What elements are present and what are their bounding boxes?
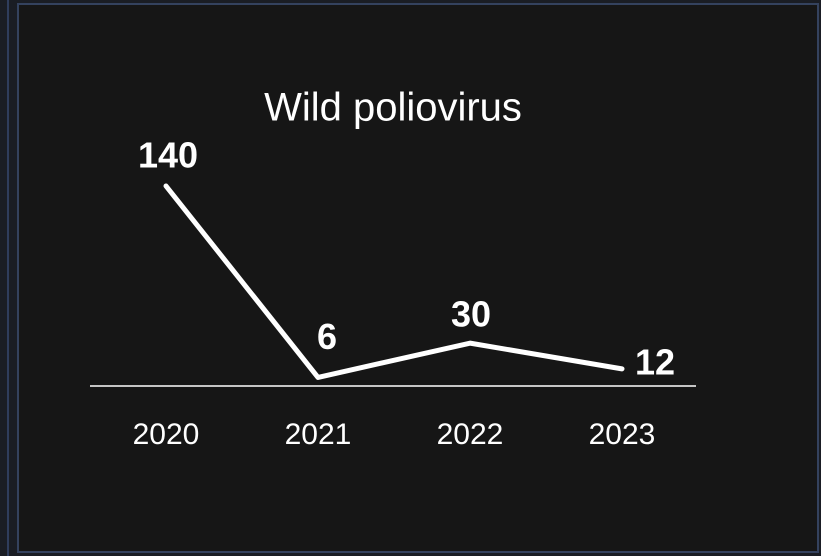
x-tick-label: 2020: [133, 418, 200, 451]
x-tick-label: 2023: [589, 418, 656, 451]
line: [163, 183, 625, 380]
data-label: 6: [317, 316, 337, 357]
data-label: 30: [451, 294, 491, 335]
chart-title: Wild poliovirus: [264, 86, 522, 130]
x-tick-label: 2022: [437, 418, 504, 451]
data-label: 140: [138, 135, 198, 176]
data-label: 12: [635, 341, 675, 382]
x-tick-label: 2021: [285, 418, 352, 451]
panel: [17, 3, 819, 553]
